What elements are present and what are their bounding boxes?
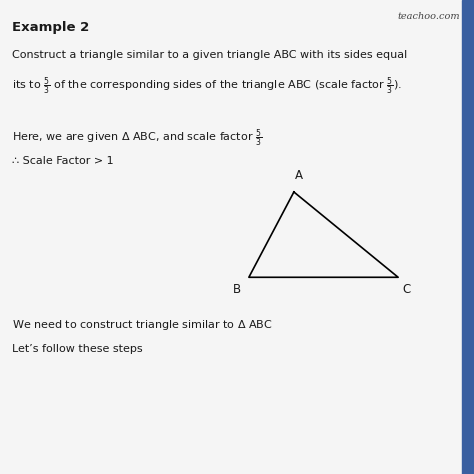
Text: Let’s follow these steps: Let’s follow these steps — [12, 344, 143, 354]
Text: Example 2: Example 2 — [12, 21, 89, 34]
Bar — [462, 0, 474, 474]
Text: A: A — [295, 169, 302, 182]
Text: C: C — [402, 283, 411, 296]
Text: Here, we are given $\Delta$ ABC, and scale factor $\frac{5}{3}$: Here, we are given $\Delta$ ABC, and sca… — [12, 128, 262, 149]
Text: We need to construct triangle similar to $\Delta$ ABC: We need to construct triangle similar to… — [12, 318, 273, 332]
Text: B: B — [233, 283, 241, 296]
Text: its to $\frac{5}{3}$ of the corresponding sides of the triangle ABC (scale facto: its to $\frac{5}{3}$ of the correspondin… — [12, 76, 401, 97]
Text: ∴ Scale Factor > 1: ∴ Scale Factor > 1 — [12, 156, 113, 166]
Text: teachoo.com: teachoo.com — [397, 12, 460, 21]
Text: Construct a triangle similar to a given triangle ABC with its sides equal: Construct a triangle similar to a given … — [12, 50, 407, 60]
